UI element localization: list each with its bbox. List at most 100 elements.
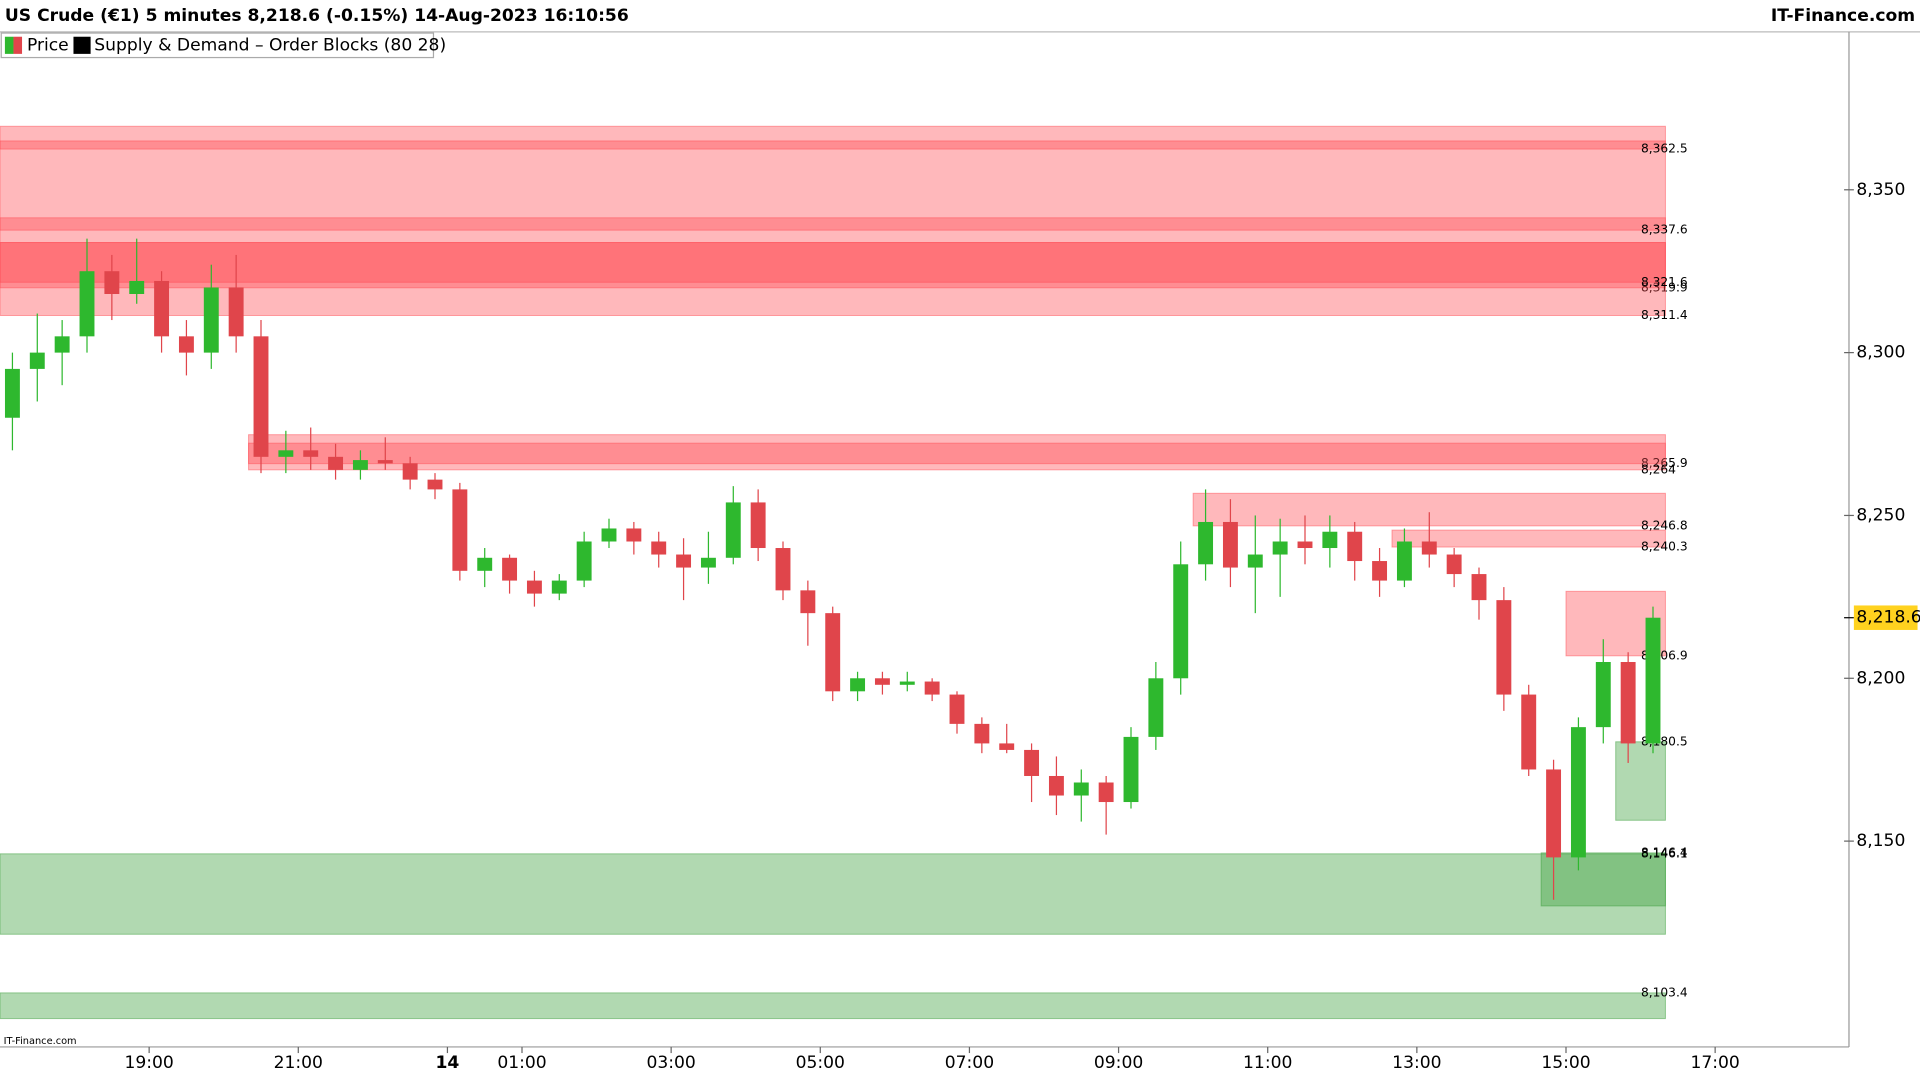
order-block bbox=[0, 140, 1666, 150]
candle-body bbox=[228, 287, 244, 337]
order-block bbox=[0, 853, 1666, 935]
candle-body bbox=[178, 336, 194, 353]
last-price-tag bbox=[1853, 605, 1918, 630]
order-block bbox=[248, 442, 1666, 471]
candle-body bbox=[129, 280, 145, 294]
candle-body bbox=[1620, 662, 1636, 744]
x-tick-label: 21:00 bbox=[274, 1053, 323, 1073]
candle-body bbox=[1396, 541, 1412, 581]
last-price-label: 8,218.6 bbox=[1856, 608, 1920, 628]
candle-body bbox=[874, 678, 890, 685]
legend-swatch-down bbox=[13, 36, 23, 54]
candle-body bbox=[576, 541, 592, 581]
order-block bbox=[1615, 741, 1666, 821]
candle-body bbox=[825, 613, 841, 692]
order-block-label: 8,264 bbox=[1641, 462, 1676, 476]
candle-body bbox=[54, 336, 70, 353]
footer-brand: IT-Finance.com bbox=[4, 1036, 77, 1047]
candle-body bbox=[154, 280, 170, 337]
candle-body bbox=[1595, 662, 1611, 728]
candle-body bbox=[551, 580, 567, 594]
candle-body bbox=[1098, 782, 1114, 803]
candle-body bbox=[676, 554, 692, 568]
x-tick-label: 09:00 bbox=[1094, 1053, 1143, 1073]
candle-body bbox=[1570, 727, 1586, 858]
candle-body bbox=[949, 694, 965, 724]
candle-body bbox=[29, 352, 45, 369]
x-tick-label: 13:00 bbox=[1392, 1053, 1441, 1073]
candle-body bbox=[1471, 574, 1487, 601]
candle-body bbox=[253, 336, 269, 457]
x-tick-label: 19:00 bbox=[124, 1053, 173, 1073]
candle-body bbox=[1521, 694, 1537, 770]
candle-body bbox=[700, 557, 716, 568]
candle-body bbox=[1297, 541, 1313, 549]
candle-body bbox=[427, 479, 443, 490]
y-tick-label: 8,250 bbox=[1856, 505, 1905, 525]
legend-box bbox=[0, 32, 435, 59]
order-block bbox=[0, 242, 1666, 316]
y-tick-label: 8,300 bbox=[1856, 343, 1905, 363]
candle-body bbox=[203, 287, 219, 353]
order-block bbox=[0, 125, 1666, 289]
candle-body bbox=[626, 528, 642, 542]
candle-body bbox=[1198, 521, 1214, 565]
candle-body bbox=[1496, 600, 1512, 695]
candle-body bbox=[850, 678, 866, 692]
candle-body bbox=[303, 450, 319, 457]
candle-body bbox=[651, 541, 667, 555]
candle-body bbox=[974, 723, 990, 744]
candle-body bbox=[775, 548, 791, 591]
candle-body bbox=[1173, 564, 1189, 679]
order-block-label: 8,321.6 bbox=[1641, 275, 1688, 289]
candle-body bbox=[104, 271, 120, 294]
y-tick-label: 8,350 bbox=[1856, 180, 1905, 200]
candle-body bbox=[1421, 541, 1437, 555]
x-tick-label: 15:00 bbox=[1541, 1053, 1590, 1073]
x-tick-label: 07:00 bbox=[945, 1053, 994, 1073]
order-block bbox=[1391, 529, 1666, 548]
candle-body bbox=[1048, 775, 1064, 796]
candle-body bbox=[924, 681, 940, 695]
candle-body bbox=[79, 271, 95, 337]
candle-body bbox=[1546, 769, 1562, 858]
candle-body bbox=[1148, 678, 1164, 737]
candle-body bbox=[1073, 782, 1089, 796]
order-block-label: 8,362.5 bbox=[1641, 142, 1688, 156]
candle-body bbox=[601, 528, 617, 542]
candle-body bbox=[477, 557, 493, 571]
order-block bbox=[1540, 852, 1666, 907]
legend-swatch-up bbox=[4, 36, 14, 54]
candle-body bbox=[502, 557, 518, 581]
order-block bbox=[0, 242, 1666, 283]
candle-body bbox=[452, 489, 468, 571]
order-block-label: 8,103.4 bbox=[1641, 985, 1688, 999]
candle-body bbox=[377, 460, 393, 464]
order-block bbox=[0, 217, 1666, 231]
candle-body bbox=[1347, 531, 1363, 562]
x-tick-label: 01:00 bbox=[497, 1053, 546, 1073]
brand: IT-Finance.com bbox=[1771, 6, 1915, 26]
x-tick-label: 03:00 bbox=[646, 1053, 695, 1073]
candle-body bbox=[750, 502, 766, 549]
y-tick-label: 8,150 bbox=[1856, 831, 1905, 851]
legend-label: Supply & Demand – Order Blocks (80 28) bbox=[94, 35, 446, 55]
candle-body bbox=[800, 590, 816, 614]
candle-body bbox=[999, 743, 1015, 750]
x-tick-label: 11:00 bbox=[1243, 1053, 1292, 1073]
order-block-label: 8,265.9 bbox=[1641, 456, 1688, 470]
order-block-label: 8,146.4 bbox=[1641, 845, 1688, 859]
candle-body bbox=[1272, 541, 1288, 555]
x-tick-label: 05:00 bbox=[796, 1053, 845, 1073]
legend-label: Price bbox=[27, 35, 69, 55]
candle-body bbox=[1024, 749, 1040, 776]
candle-body bbox=[402, 463, 418, 480]
candle-body bbox=[1222, 521, 1238, 568]
candle-body bbox=[1645, 617, 1661, 744]
order-block-label: 8,319.9 bbox=[1641, 280, 1688, 294]
chart-title: US Crude (€1) 5 minutes 8,218.6 (-0.15%)… bbox=[5, 6, 629, 26]
candle-body bbox=[4, 368, 20, 418]
order-block-label: 8,246.8 bbox=[1641, 518, 1688, 532]
